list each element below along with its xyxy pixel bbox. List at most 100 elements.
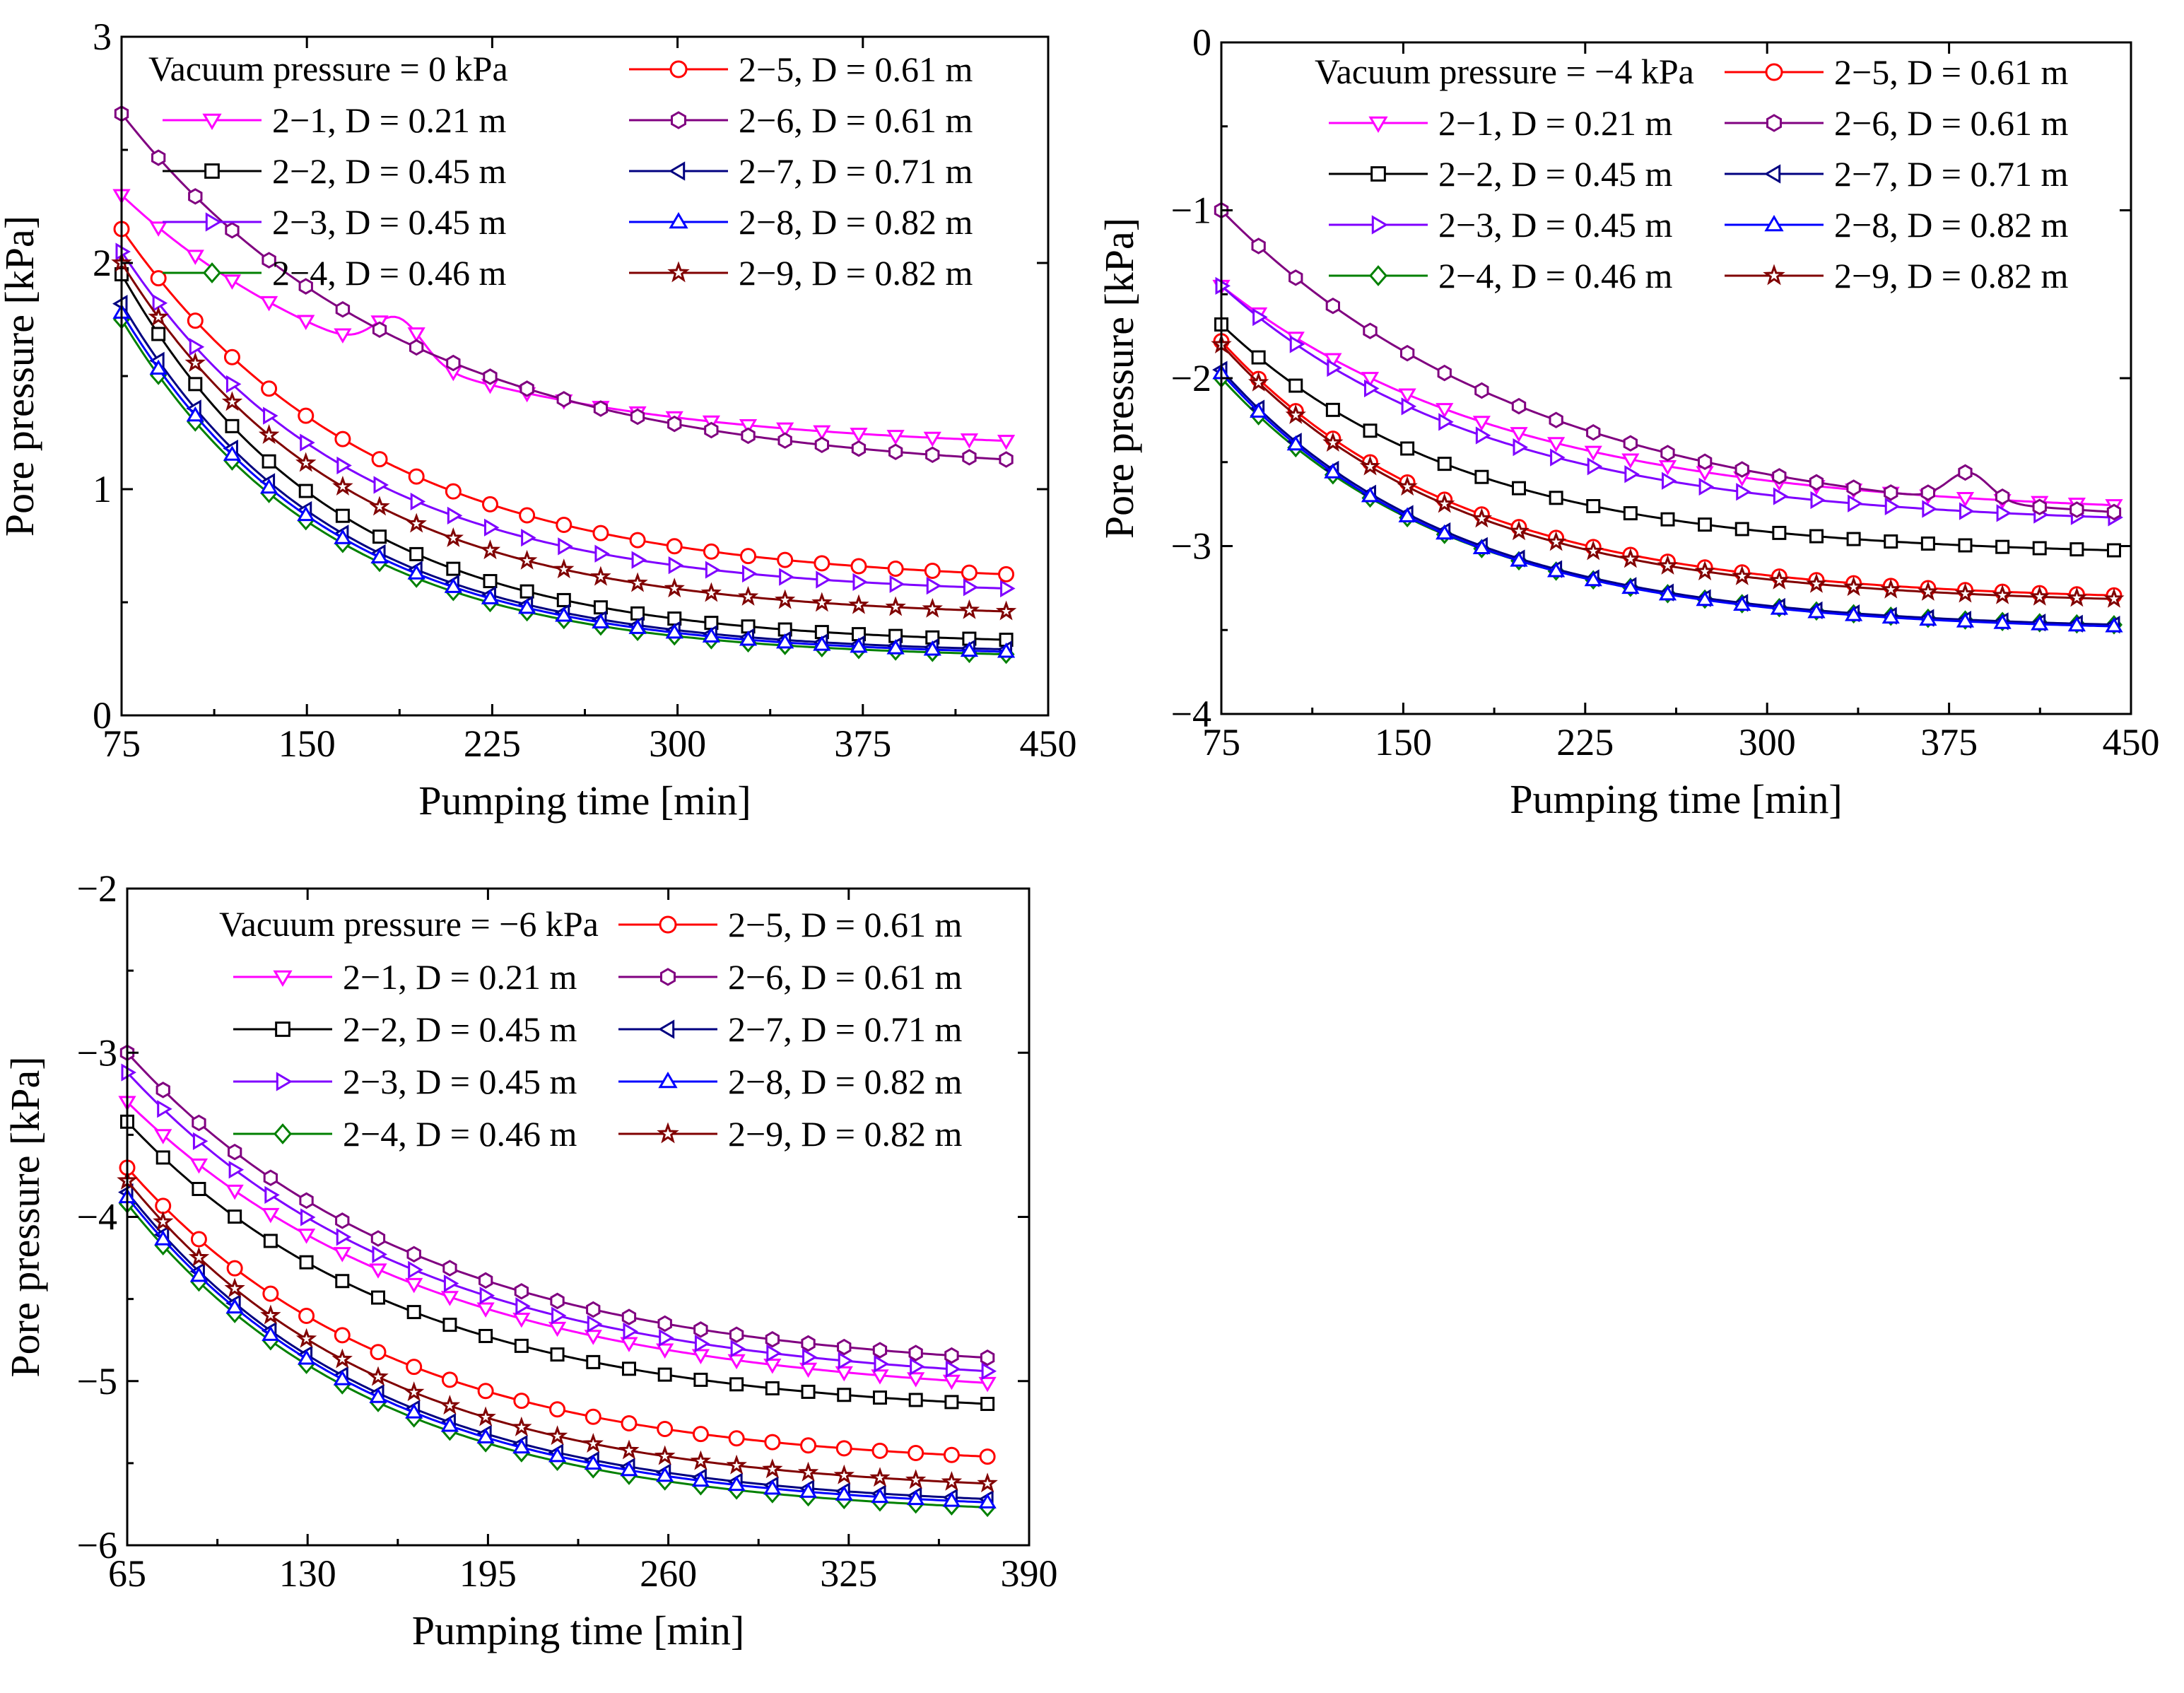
data-point: [1325, 402, 1340, 417]
data-point: [551, 1306, 567, 1325]
data-point: [800, 1437, 817, 1454]
data-point: [511, 1416, 532, 1436]
data-point: [334, 328, 352, 344]
data-point: [1918, 581, 1939, 601]
legend-entry: 2−3, D = 0.45 m: [163, 202, 507, 242]
data-point: [550, 1292, 565, 1310]
data-point: [1734, 522, 1749, 537]
y-tick-label: −4: [1171, 693, 1211, 735]
data-point: [850, 428, 868, 443]
data-point: [479, 539, 501, 560]
data-point: [1922, 500, 1937, 518]
data-point: [629, 532, 646, 549]
data-point: [631, 551, 647, 569]
data-point: [905, 1469, 927, 1489]
data-point: [408, 1260, 423, 1279]
data-point: [726, 1454, 747, 1475]
data-point: [186, 406, 204, 422]
diamond-icon: [1369, 265, 1387, 286]
data-point: [260, 1304, 281, 1325]
data-point: [155, 1197, 172, 1214]
data-point: [1288, 378, 1303, 393]
data-point: [763, 1479, 782, 1495]
data-point: [1954, 582, 1976, 603]
data-point: [153, 1211, 174, 1231]
data-point: [331, 1348, 353, 1369]
data-point: [666, 538, 683, 555]
data-point: [370, 548, 389, 563]
data-point: [519, 584, 534, 599]
data-point: [741, 427, 756, 445]
diamond-icon: [203, 262, 221, 283]
data-point: [1363, 423, 1378, 438]
data-point: [1624, 465, 1640, 484]
data-point: [1475, 426, 1491, 445]
data-point: [225, 418, 240, 433]
data-point: [1621, 578, 1640, 594]
series-2-6: [119, 1044, 995, 1366]
data-point: [835, 1366, 853, 1382]
data-point: [1401, 397, 1417, 416]
data-point: [593, 600, 608, 615]
data-point: [1436, 524, 1454, 540]
star-icon: [667, 261, 690, 283]
data-point: [1288, 269, 1303, 286]
legend-label: 2−7, D = 0.71 m: [739, 151, 973, 191]
legend-entry: 2−3, D = 0.45 m: [233, 1062, 577, 1101]
legend-entry: 2−3, D = 0.45 m: [1329, 205, 1673, 245]
data-point: [513, 1393, 530, 1410]
data-point: [298, 484, 313, 498]
data-point: [1732, 566, 1753, 585]
data-point: [850, 637, 868, 653]
data-point: [739, 419, 758, 435]
legend-label: 2−8, D = 0.82 m: [739, 202, 973, 242]
data-point: [1549, 491, 1563, 505]
data-point: [889, 575, 905, 593]
data-point: [549, 1401, 566, 1418]
data-point: [1623, 506, 1638, 521]
legend-entry: 2−8, D = 0.82 m: [629, 202, 973, 242]
data-point: [871, 1487, 889, 1504]
data-point: [1327, 358, 1342, 377]
data-point: [852, 573, 868, 592]
data-point: [1956, 491, 1975, 508]
data-point: [299, 1255, 314, 1270]
series-line: [120, 274, 1006, 641]
data-point: [1398, 388, 1416, 404]
data-point: [980, 1397, 995, 1412]
data-point: [405, 1277, 423, 1294]
legend-entry: 2−1, D = 0.21 m: [1329, 103, 1673, 143]
legend-label: 2−1, D = 0.21 m: [343, 957, 577, 997]
data-point: [188, 377, 203, 392]
data-point: [1363, 379, 1380, 398]
data-point: [553, 558, 575, 579]
data-point: [1993, 614, 2012, 629]
data-point: [408, 468, 425, 485]
data-point: [225, 1184, 244, 1200]
data-point: [151, 327, 166, 341]
data-point: [1252, 307, 1268, 327]
data-point: [223, 348, 240, 365]
data-point: [945, 1360, 961, 1378]
data-point: [481, 589, 500, 604]
legend-entry: 2−9, D = 0.82 m: [629, 253, 973, 293]
data-point: [621, 1414, 638, 1431]
data-point: [776, 633, 794, 649]
series-2-3: [115, 242, 1016, 598]
data-point: [1846, 532, 1861, 546]
data-point: [981, 1362, 997, 1381]
data-point: [776, 422, 794, 438]
data-point: [1621, 453, 1640, 469]
data-point: [978, 1376, 997, 1393]
data-point: [192, 1114, 206, 1132]
data-point: [1511, 397, 1527, 415]
data-point: [1992, 584, 2013, 604]
legend-label: 2−5, D = 0.61 m: [739, 49, 973, 89]
data-point: [295, 452, 317, 472]
x-tick-label: 300: [649, 722, 706, 765]
x-tick-label: 75: [1202, 721, 1240, 763]
data-point: [190, 1231, 207, 1248]
axis-ticks: 75 150 225 300 375 450 0 1 2 3: [93, 16, 1077, 765]
legend-entry: 2−8, D = 0.82 m: [618, 1062, 963, 1101]
